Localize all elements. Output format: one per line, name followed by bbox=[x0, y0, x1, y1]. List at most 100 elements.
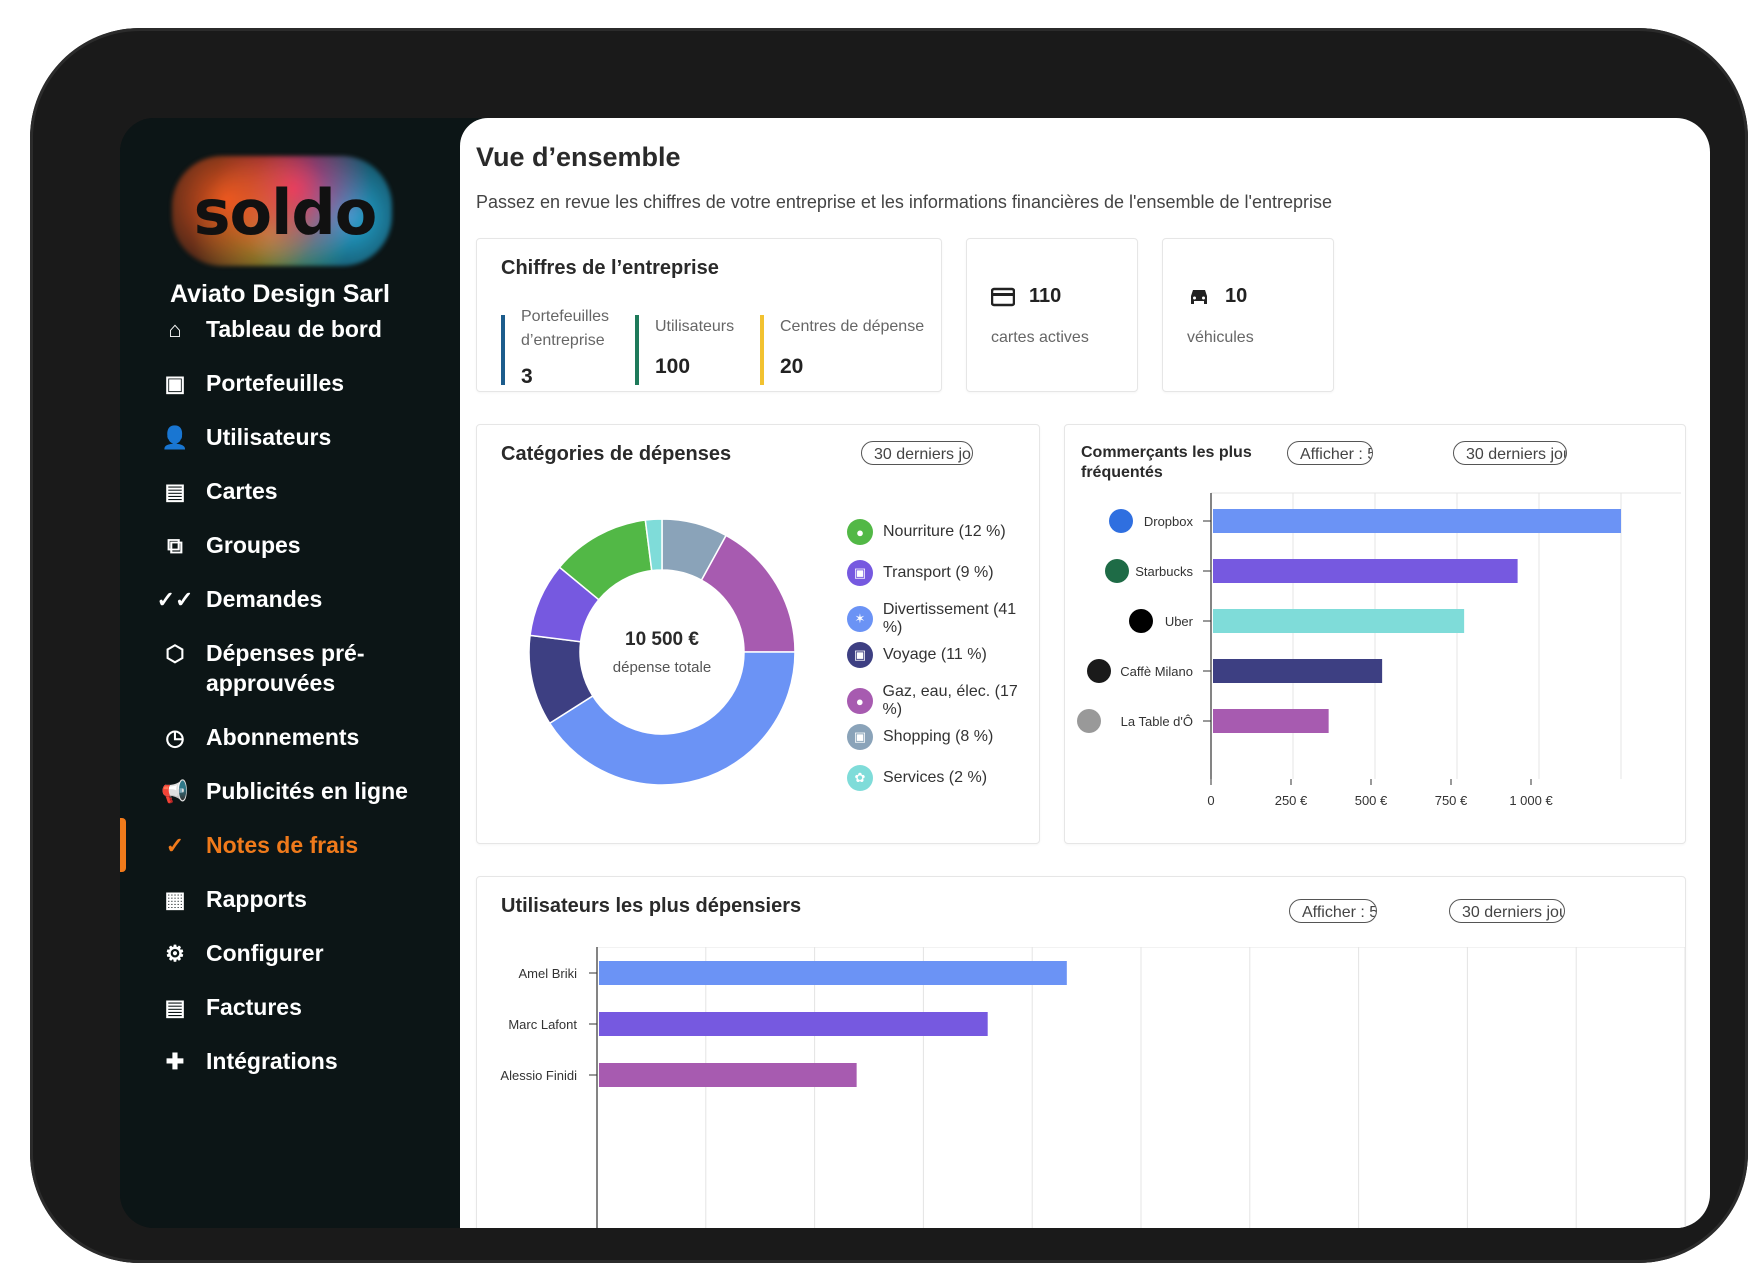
sidebar-item-1[interactable]: ⌂ Tableau de bord bbox=[160, 314, 382, 368]
top-users-card: Utilisateurs les plus dépensiers Affiche… bbox=[476, 876, 1686, 1228]
dropbox-logo bbox=[1109, 509, 1133, 533]
x-tick-label: 250 € bbox=[1275, 793, 1308, 808]
bar-5[interactable] bbox=[1213, 709, 1329, 733]
bar-2[interactable] bbox=[1213, 559, 1518, 583]
legend-item: ✿ Services (2 %) bbox=[847, 765, 987, 791]
x-tick-label: 750 € bbox=[1435, 793, 1468, 808]
company-name: Aviato Design Sarl bbox=[170, 280, 390, 308]
caffe-milano-logo bbox=[1087, 659, 1111, 683]
legend-item: ● Nourriture (12 %) bbox=[847, 519, 1006, 545]
legend-label: Nourriture (12 %) bbox=[883, 523, 1006, 540]
y-tick-label: Amel Briki bbox=[518, 966, 577, 981]
stat-cost-centers-label: Centres de dépense bbox=[780, 318, 925, 335]
sidebar-item-2[interactable]: ▣ Portefeuilles bbox=[160, 368, 344, 422]
stat-wallets-value: 3 bbox=[521, 365, 533, 388]
sidebar-item-label: Demandes bbox=[206, 586, 323, 612]
megaphone-icon: 📢 bbox=[161, 779, 189, 804]
y-tick-label: Alessio Finidi bbox=[500, 1068, 577, 1083]
top-users-bar-chart: Amel Briki Marc Lafont Alessio Finidi bbox=[500, 947, 1685, 1228]
bar-chart-icon: ▦ bbox=[164, 887, 186, 912]
gear-icon: ✿ bbox=[847, 765, 873, 791]
legend-item: ▣ Voyage (11 %) bbox=[847, 642, 987, 668]
invoice-icon: ▤ bbox=[164, 995, 186, 1020]
top-users-show-select[interactable]: Afficher : 5 bbox=[1289, 899, 1377, 923]
top-users-period-select[interactable]: 30 derniers jou bbox=[1449, 899, 1565, 923]
sidebar-item-7[interactable]: ⬡ Dépenses pré- approuvées bbox=[160, 638, 364, 696]
bag-icon: ▣ bbox=[847, 724, 873, 750]
sidebar-item-8[interactable]: ◷ Abonnements bbox=[160, 722, 359, 776]
sidebar-item-4[interactable]: ▤ Cartes bbox=[160, 476, 278, 530]
la-table-logo bbox=[1077, 709, 1101, 733]
sidebar-item-3[interactable]: 👤 Utilisateurs bbox=[160, 422, 331, 476]
stat-wallets: Portefeuilles d’entreprise 3 bbox=[501, 308, 641, 388]
double-check-icon: ✓✓ bbox=[156, 587, 194, 612]
legend-label: Voyage (11 %) bbox=[883, 646, 987, 663]
puzzle-icon: ✚ bbox=[165, 1049, 185, 1074]
sidebar-item-13[interactable]: ▤ Factures bbox=[160, 992, 302, 1046]
stat-users-bar bbox=[635, 315, 639, 385]
stat-cost-centers-value: 20 bbox=[780, 355, 804, 378]
bar-3[interactable] bbox=[1213, 609, 1465, 633]
page-title: Vue d’ensemble bbox=[476, 142, 681, 172]
app-screen: soldo Aviato Design Sarl ⌂ Tableau de bor… bbox=[120, 118, 1710, 1228]
merchants-show-select[interactable]: Afficher : 5 bbox=[1287, 441, 1373, 465]
sidebar-item-10[interactable]: ✓ Notes de frais bbox=[160, 830, 358, 884]
user-icon: 👤 bbox=[161, 425, 189, 450]
y-tick-label: Dropbox bbox=[1144, 514, 1194, 529]
car-icon bbox=[1191, 290, 1207, 304]
sidebar-item-14[interactable]: ✚ Intégrations bbox=[160, 1046, 338, 1100]
sidebar-item-9[interactable]: 📢 Publicités en ligne bbox=[160, 776, 408, 830]
legend-label: Transport (9 %) bbox=[883, 564, 994, 581]
donut-slice-3[interactable] bbox=[548, 651, 796, 786]
ticket-icon: ✶ bbox=[847, 606, 873, 632]
stat-wallets-label: Portefeuilles d’entreprise bbox=[521, 308, 610, 349]
legend-item: ✶ Divertissement (41 %) bbox=[847, 601, 1039, 637]
page-subtitle: Passez en revue les chiffres de votre en… bbox=[476, 192, 1332, 212]
sidebar-item-12[interactable]: ⚙ Configurer bbox=[160, 938, 323, 992]
merchants-card: Commerçants les plus fréquentés Afficher… bbox=[1064, 424, 1686, 844]
bar-1[interactable] bbox=[1213, 509, 1621, 533]
bar-1[interactable] bbox=[599, 961, 1067, 985]
bar-2[interactable] bbox=[599, 1012, 988, 1036]
apple-icon: ● bbox=[847, 519, 873, 545]
legend-item: ▣ Shopping (8 %) bbox=[847, 724, 993, 750]
y-tick-label: Caffè Milano bbox=[1120, 664, 1193, 679]
sidebar-item-label: Publicités en ligne bbox=[206, 778, 408, 804]
main-content: Vue d’ensemble Passez en revue les chiff… bbox=[460, 118, 1710, 1228]
donut-center-value: 10 500 € bbox=[625, 629, 699, 650]
donut-slice-7[interactable] bbox=[644, 518, 663, 572]
starbucks-logo bbox=[1105, 559, 1129, 583]
y-tick-label: Marc Lafont bbox=[508, 1017, 577, 1032]
bar-4[interactable] bbox=[1213, 659, 1383, 683]
sidebar-item-label: Rapports bbox=[206, 886, 307, 912]
merchants-period-select[interactable]: 30 derniers jou bbox=[1453, 441, 1567, 465]
clock-icon: ◷ bbox=[165, 725, 185, 750]
y-tick-label: Starbucks bbox=[1135, 564, 1193, 579]
sidebar-item-11[interactable]: ▦ Rapports bbox=[160, 884, 307, 938]
sidebar-item-label: Intégrations bbox=[206, 1048, 338, 1074]
merchants-bar-chart: Dropbox Starbucks Uber Caffè Milano La Table… bbox=[1077, 492, 1681, 808]
soldo-logo[interactable]: soldo bbox=[193, 176, 378, 249]
categories-card: Catégories de dépenses 30 derniers jou 1… bbox=[476, 424, 1040, 844]
sidebar-item-label: Utilisateurs bbox=[206, 424, 332, 450]
groups-icon: ⧉ bbox=[167, 533, 183, 558]
x-tick-label: 1 000 € bbox=[1509, 793, 1553, 808]
vehicles-card[interactable]: 10 véhicules bbox=[1162, 238, 1334, 392]
stat-wallets-bar bbox=[501, 315, 505, 385]
x-tick-label: 500 € bbox=[1355, 793, 1388, 808]
categories-period-select[interactable]: 30 derniers jou bbox=[861, 441, 973, 465]
suitcase-icon: ▣ bbox=[847, 642, 873, 668]
top-users-title: Utilisateurs les plus dépensiers bbox=[501, 895, 802, 917]
sidebar-item-5[interactable]: ⧉ Groupes bbox=[160, 530, 300, 584]
active-cards-card[interactable]: 110 cartes actives bbox=[966, 238, 1138, 392]
sidebar-item-label: Dépenses pré- approuvées bbox=[206, 640, 365, 696]
active-cards-value: 110 bbox=[1029, 285, 1062, 307]
sidebar-item-label: Portefeuilles bbox=[206, 370, 345, 396]
home-icon: ⌂ bbox=[168, 317, 182, 342]
bar-3[interactable] bbox=[599, 1063, 857, 1087]
company-figures-title: Chiffres de l’entreprise bbox=[501, 257, 719, 279]
credit-card-icon bbox=[991, 287, 1015, 307]
stat-cost-centers-bar bbox=[760, 315, 764, 385]
sidebar-item-6[interactable]: ✓✓ Demandes bbox=[156, 584, 323, 638]
wallet-icon: ▣ bbox=[164, 371, 186, 396]
